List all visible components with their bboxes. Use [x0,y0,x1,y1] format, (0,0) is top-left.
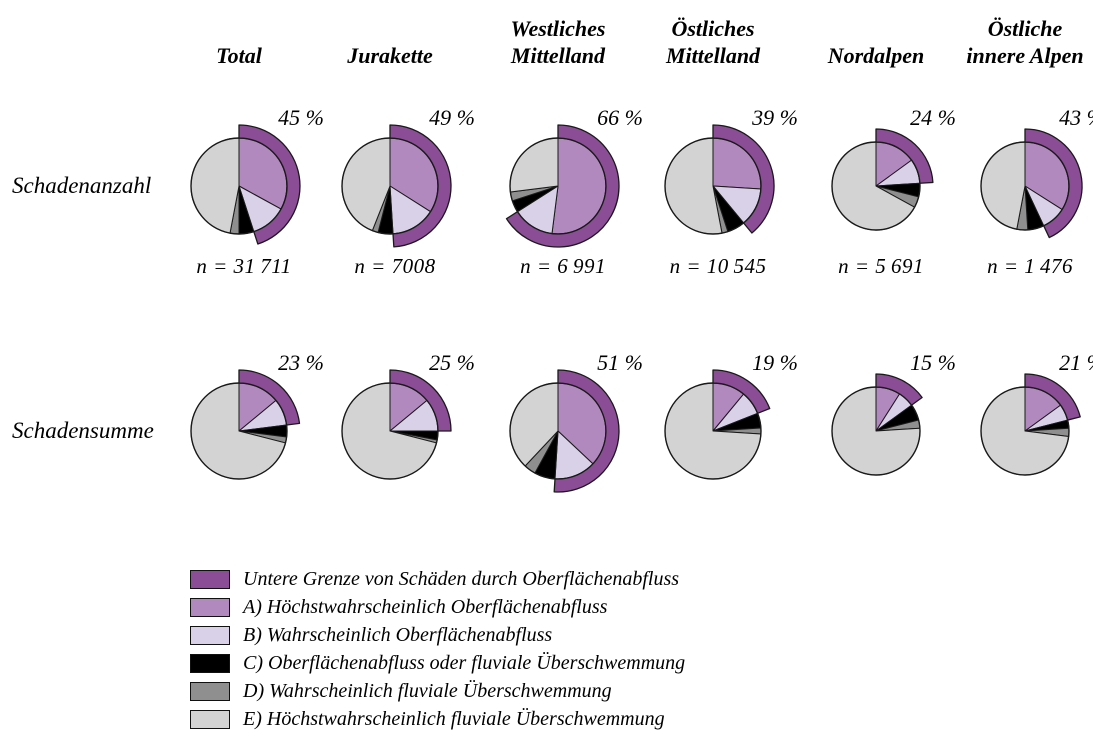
pct-label: 19 % [752,350,798,375]
legend-swatch-black [190,653,230,673]
legend-swatch-medium-purple [190,597,230,617]
pct-label: 45 % [278,105,324,130]
column-header-oestliche-innere-alpen: Östliche innere Alpen [966,16,1084,69]
pct-label: 21 % [1059,350,1093,375]
pct-label: 15 % [910,350,956,375]
pie-schadensumme-oestliche-innere-alpen [980,373,1081,476]
pie-schadenanzahl-jurakette [341,124,452,248]
pct-label: 24 % [910,105,956,130]
pct-label: 23 % [278,350,324,375]
pct-label: 51 % [597,350,643,375]
n-label: n = 6 991 [520,254,606,278]
legend-label: E) Höchstwahrscheinlich fluviale Übersch… [243,707,665,730]
pie-schadensumme-total [190,369,301,480]
legend-item-d: D) Wahrscheinlich fluviale Überschwemmun… [190,677,685,705]
legend-label: A) Höchstwahrscheinlich Oberflächenabflu… [243,595,608,618]
pie-schadenanzahl-oestliches-mittelland [664,124,775,235]
pie-schadenanzahl-nordalpen [831,128,934,231]
legend-label: Untere Grenze von Schäden durch Oberfläc… [243,567,680,590]
pct-label: 25 % [429,350,475,375]
pie-schadensumme-nordalpen [831,373,923,476]
legend: Untere Grenze von Schäden durch Oberfläc… [190,565,685,733]
pct-label: 43 % [1059,105,1093,130]
legend-label: C) Oberflächenabfluss oder fluviale Über… [243,651,686,674]
n-label: n = 10 545 [669,254,767,278]
pie-schadenanzahl-oestliche-innere-alpen [980,128,1083,239]
n-label: n = 7008 [354,254,436,278]
column-header-total: Total [216,43,262,69]
pie-schadenanzahl-total [190,124,301,245]
n-label: n = 31 711 [196,254,292,278]
legend-label: B) Wahrscheinlich Oberflächenabfluss [243,623,553,646]
legend-item-b: B) Wahrscheinlich Oberflächenabfluss [190,621,685,649]
pct-label: 66 % [597,105,643,130]
legend-item-untere-grenze: Untere Grenze von Schäden durch Oberfläc… [190,565,685,593]
legend-swatch-light-purple [190,625,230,645]
column-header-jurakette: Jurakette [347,43,433,69]
legend-swatch-dark-purple [190,569,230,589]
pct-label: 39 % [752,105,798,130]
pie-schadensumme-oestliches-mittelland [664,369,771,480]
pie-schadenanzahl-westliches-mittelland [505,124,620,248]
row-label-schadensumme: Schadensumme [12,418,154,443]
legend-label: D) Wahrscheinlich fluviale Überschwemmun… [243,679,612,702]
column-header-nordalpen: Nordalpen [827,43,925,69]
row-label-schadenanzahl: Schadenanzahl [12,173,152,198]
legend-swatch-dark-gray [190,681,230,701]
n-label: n = 5 691 [838,254,924,278]
legend-item-e: E) Höchstwahrscheinlich fluviale Übersch… [190,705,685,733]
legend-item-c: C) Oberflächenabfluss oder fluviale Über… [190,649,685,677]
pie-schadensumme-jurakette [341,369,452,480]
n-label: n = 1 476 [987,254,1073,278]
column-header-westliches-mittelland: Westliches Mittelland [510,16,606,69]
pct-label: 49 % [429,105,475,130]
legend-item-a: A) Höchstwahrscheinlich Oberflächenabflu… [190,593,685,621]
legend-swatch-light-gray [190,709,230,729]
column-header-oestliches-mittelland: Östliches Mittelland [665,16,761,69]
pie-schadensumme-westliches-mittelland [509,369,620,493]
